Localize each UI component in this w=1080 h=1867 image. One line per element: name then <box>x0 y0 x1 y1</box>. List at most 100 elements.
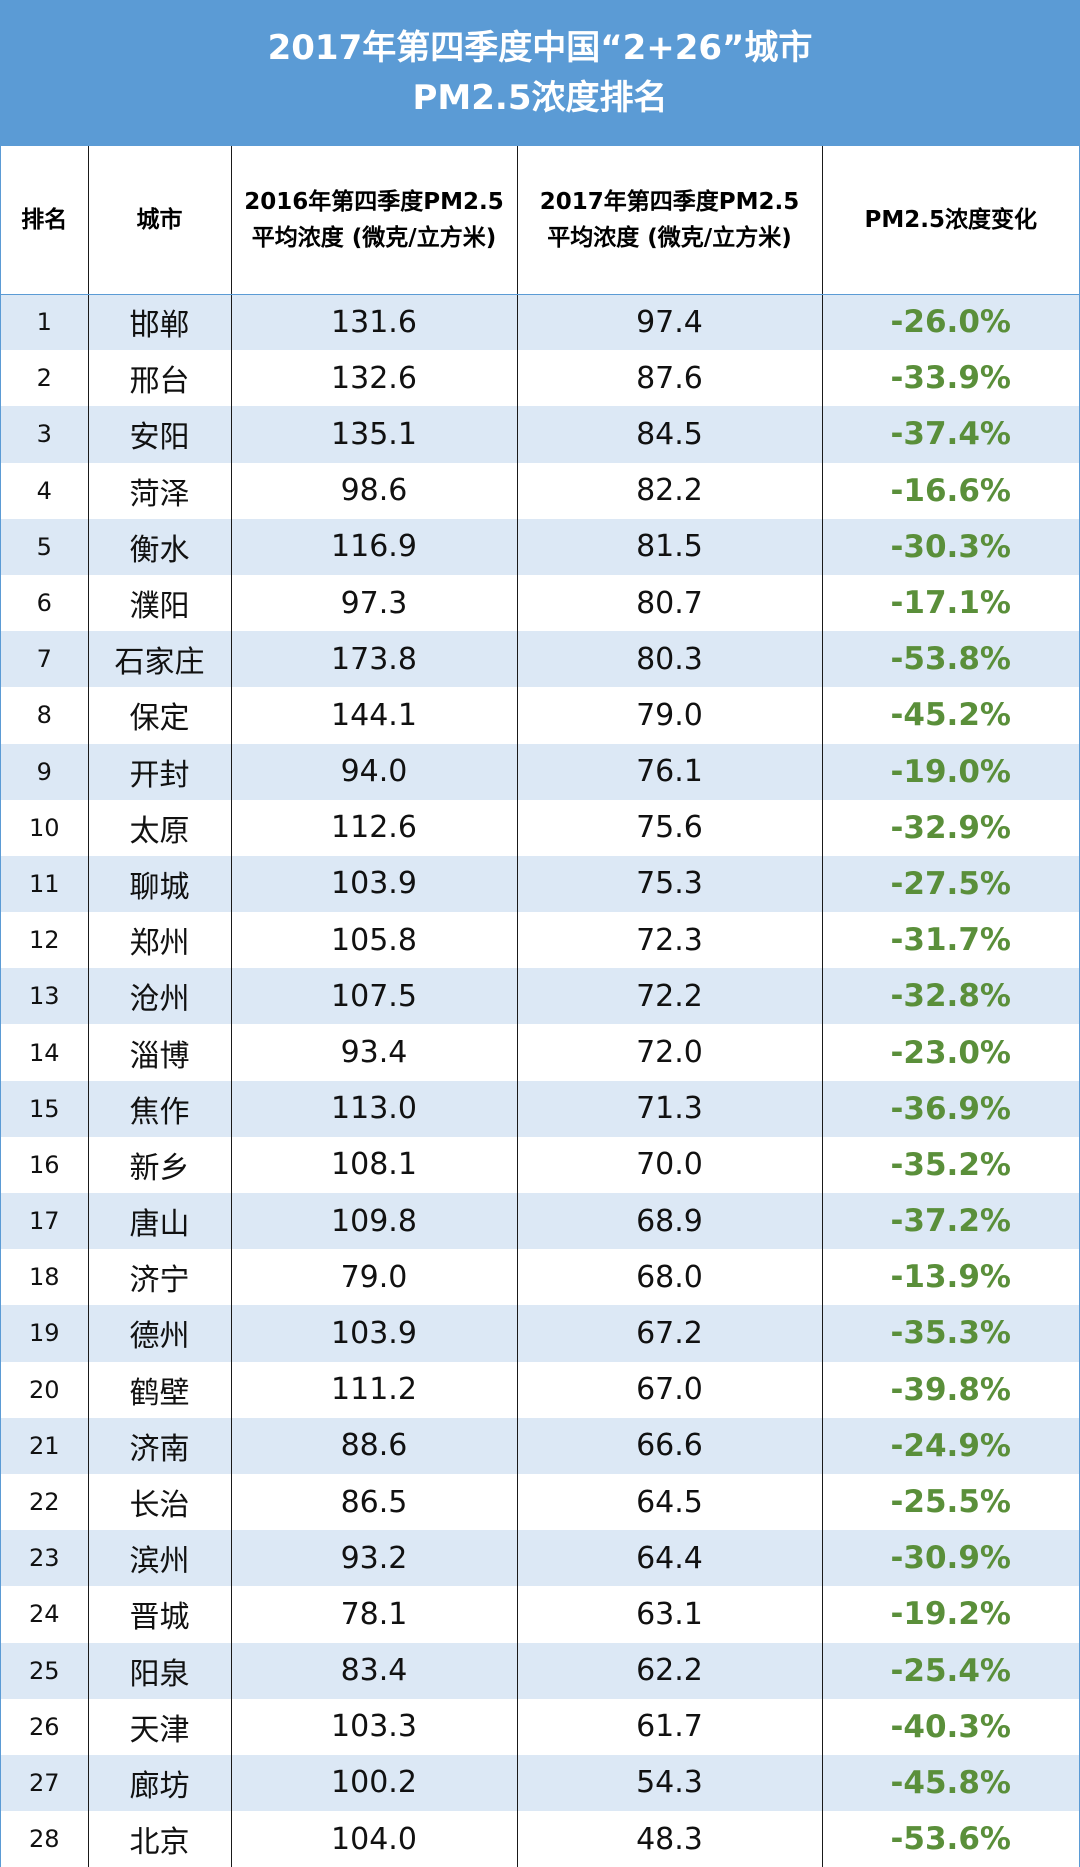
title-line-2: PM2.5浓度排名 <box>412 78 668 118</box>
cell-change: -32.8% <box>821 968 1079 1025</box>
cell-rank: 12 <box>1 912 88 969</box>
cell-city: 北京 <box>87 1811 231 1867</box>
cell-city: 郑州 <box>87 912 231 969</box>
cell-city: 开封 <box>87 743 231 800</box>
table-row: 13 沧州 107.5 72.2 -32.8% <box>1 968 1079 1025</box>
cell-pm2017: 67.2 <box>516 1305 822 1362</box>
cell-pm2016: 97.3 <box>230 574 517 632</box>
pm25-ranking-table: 排名 城市 2016年第四季度PM2.5 平均浓度 (微克/立方米) 2017年… <box>1 146 1079 1867</box>
table-row: 28 北京 104.0 48.3 -53.6% <box>1 1811 1079 1867</box>
cell-city: 聊城 <box>87 855 231 913</box>
cell-rank: 15 <box>1 1080 88 1137</box>
cell-change: -23.0% <box>821 1024 1079 1081</box>
cell-change: -35.3% <box>821 1305 1079 1362</box>
cell-pm2016: 88.6 <box>230 1417 517 1474</box>
cell-city: 济宁 <box>87 1249 231 1306</box>
cell-rank: 24 <box>1 1586 88 1643</box>
cell-pm2016: 104.0 <box>230 1811 517 1867</box>
cell-pm2017: 61.7 <box>516 1698 822 1755</box>
table-row: 5 衡水 116.9 81.5 -30.3% <box>1 518 1079 575</box>
table-row: 7 石家庄 173.8 80.3 -53.8% <box>1 631 1079 688</box>
cell-pm2017: 48.3 <box>516 1811 822 1867</box>
cell-city: 沧州 <box>87 968 231 1025</box>
cell-pm2016: 78.1 <box>230 1586 517 1643</box>
cell-rank: 4 <box>1 462 88 519</box>
cell-rank: 2 <box>1 350 88 407</box>
cell-city: 保定 <box>87 687 231 744</box>
cell-change: -37.4% <box>821 406 1079 463</box>
cell-pm2017: 66.6 <box>516 1417 822 1474</box>
cell-pm2017: 72.2 <box>516 968 822 1025</box>
cell-pm2017: 81.5 <box>516 518 822 575</box>
cell-pm2016: 144.1 <box>230 687 517 744</box>
cell-city: 德州 <box>87 1305 231 1362</box>
cell-pm2016: 108.1 <box>230 1136 517 1193</box>
cell-change: -30.3% <box>821 518 1079 575</box>
cell-rank: 22 <box>1 1473 88 1531</box>
cell-rank: 14 <box>1 1024 88 1081</box>
cell-pm2017: 68.9 <box>516 1193 822 1250</box>
cell-change: -40.3% <box>821 1698 1079 1755</box>
cell-change: -31.7% <box>821 912 1079 969</box>
title-line-1: 2017年第四季度中国“2+26”城市 <box>267 28 813 68</box>
cell-change: -39.8% <box>821 1361 1079 1418</box>
table-row: 25 阳泉 83.4 62.2 -25.4% <box>1 1642 1079 1699</box>
cell-pm2017: 75.3 <box>516 855 822 913</box>
cell-pm2016: 173.8 <box>230 631 517 688</box>
table-row: 8 保定 144.1 79.0 -45.2% <box>1 687 1079 744</box>
cell-city: 滨州 <box>87 1530 231 1587</box>
cell-change: -53.6% <box>821 1811 1079 1867</box>
cell-pm2017: 79.0 <box>516 687 822 744</box>
table-row: 14 淄博 93.4 72.0 -23.0% <box>1 1024 1079 1081</box>
header-pm2016: 2016年第四季度PM2.5 平均浓度 (微克/立方米) <box>230 146 517 295</box>
cell-pm2016: 116.9 <box>230 518 517 575</box>
table-row: 4 菏泽 98.6 82.2 -16.6% <box>1 462 1079 519</box>
table-row: 20 鹤壁 111.2 67.0 -39.8% <box>1 1361 1079 1418</box>
cell-pm2017: 54.3 <box>516 1754 822 1812</box>
table-row: 16 新乡 108.1 70.0 -35.2% <box>1 1136 1079 1193</box>
cell-rank: 19 <box>1 1305 88 1362</box>
cell-pm2016: 103.9 <box>230 1305 517 1362</box>
cell-rank: 20 <box>1 1361 88 1418</box>
cell-city: 安阳 <box>87 406 231 463</box>
cell-rank: 16 <box>1 1136 88 1193</box>
cell-pm2017: 75.6 <box>516 799 822 856</box>
header-change: PM2.5浓度变化 <box>821 146 1079 295</box>
cell-pm2017: 71.3 <box>516 1080 822 1137</box>
cell-city: 邯郸 <box>87 294 231 351</box>
title-banner: 2017年第四季度中国“2+26”城市 PM2.5浓度排名 <box>1 1 1079 146</box>
cell-pm2016: 103.3 <box>230 1698 517 1755</box>
cell-change: -30.9% <box>821 1530 1079 1587</box>
table-body: 1 邯郸 131.6 97.4 -26.0% 2 邢台 132.6 87.6 -33.9% 3 安阳 1… <box>1 294 1079 1867</box>
cell-rank: 6 <box>1 574 88 632</box>
table-row: 19 德州 103.9 67.2 -35.3% <box>1 1305 1079 1362</box>
cell-city: 长治 <box>87 1473 231 1531</box>
cell-city: 晋城 <box>87 1586 231 1643</box>
cell-pm2017: 84.5 <box>516 406 822 463</box>
cell-pm2016: 98.6 <box>230 462 517 519</box>
cell-rank: 11 <box>1 855 88 913</box>
cell-rank: 23 <box>1 1530 88 1587</box>
cell-rank: 28 <box>1 1811 88 1867</box>
cell-pm2016: 79.0 <box>230 1249 517 1306</box>
cell-city: 天津 <box>87 1698 231 1755</box>
cell-change: -45.2% <box>821 687 1079 744</box>
table-header: 排名 城市 2016年第四季度PM2.5 平均浓度 (微克/立方米) 2017年… <box>1 146 1079 295</box>
cell-rank: 26 <box>1 1698 88 1755</box>
table-row: 9 开封 94.0 76.1 -19.0% <box>1 743 1079 800</box>
header-pm2016-line1: 2016年第四季度PM2.5 <box>244 188 504 215</box>
cell-rank: 9 <box>1 743 88 800</box>
cell-rank: 7 <box>1 631 88 688</box>
cell-city: 新乡 <box>87 1136 231 1193</box>
cell-pm2016: 100.2 <box>230 1754 517 1812</box>
header-pm2016-line2: 平均浓度 (微克/立方米) <box>251 224 497 251</box>
cell-city: 菏泽 <box>87 462 231 519</box>
cell-change: -26.0% <box>821 294 1079 351</box>
cell-change: -45.8% <box>821 1754 1079 1812</box>
cell-city: 唐山 <box>87 1193 231 1250</box>
cell-pm2016: 113.0 <box>230 1080 517 1137</box>
table-row: 1 邯郸 131.6 97.4 -26.0% <box>1 294 1079 351</box>
header-row: 排名 城市 2016年第四季度PM2.5 平均浓度 (微克/立方米) 2017年… <box>1 146 1079 295</box>
table-row: 18 济宁 79.0 68.0 -13.9% <box>1 1249 1079 1306</box>
cell-city: 淄博 <box>87 1024 231 1081</box>
